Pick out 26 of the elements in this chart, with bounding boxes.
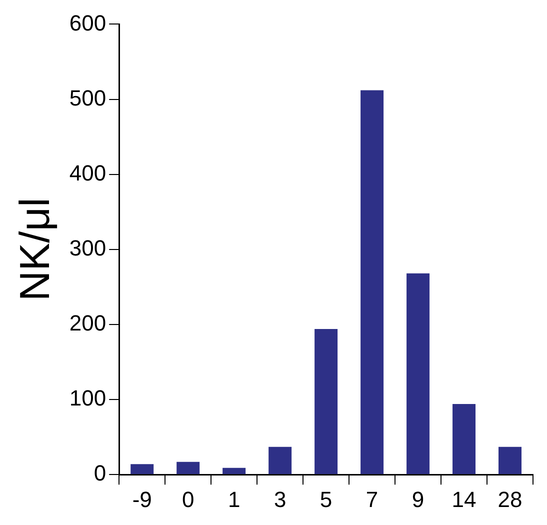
bar	[268, 446, 292, 474]
y-tick-label: 100	[69, 386, 106, 411]
x-tick-label: 14	[452, 486, 476, 512]
bar	[176, 462, 200, 474]
x-tick-label: 0	[182, 486, 194, 512]
x-tick-label: -9	[132, 486, 152, 512]
y-tick-label: 500	[69, 85, 106, 110]
y-tick-label: 400	[69, 160, 106, 186]
x-tick-label: 5	[320, 486, 332, 512]
y-tick-label: 0	[94, 460, 106, 486]
x-tick-label: 9	[412, 486, 424, 512]
bar	[222, 468, 246, 474]
x-tick-label: 7	[366, 486, 378, 512]
y-tick-label: 600	[69, 10, 106, 36]
bar	[314, 328, 338, 474]
y-axis-title: NK/μl	[10, 198, 58, 302]
bar	[360, 90, 384, 474]
bar	[406, 273, 430, 474]
y-tick-label: 200	[69, 310, 106, 336]
x-tick-label: 3	[274, 486, 286, 512]
bar	[130, 464, 154, 474]
x-tick-label: 1	[228, 486, 240, 512]
bar	[498, 446, 522, 474]
bar	[452, 404, 476, 474]
x-tick-label: 28	[498, 486, 522, 512]
y-tick-label: 300	[69, 235, 106, 260]
